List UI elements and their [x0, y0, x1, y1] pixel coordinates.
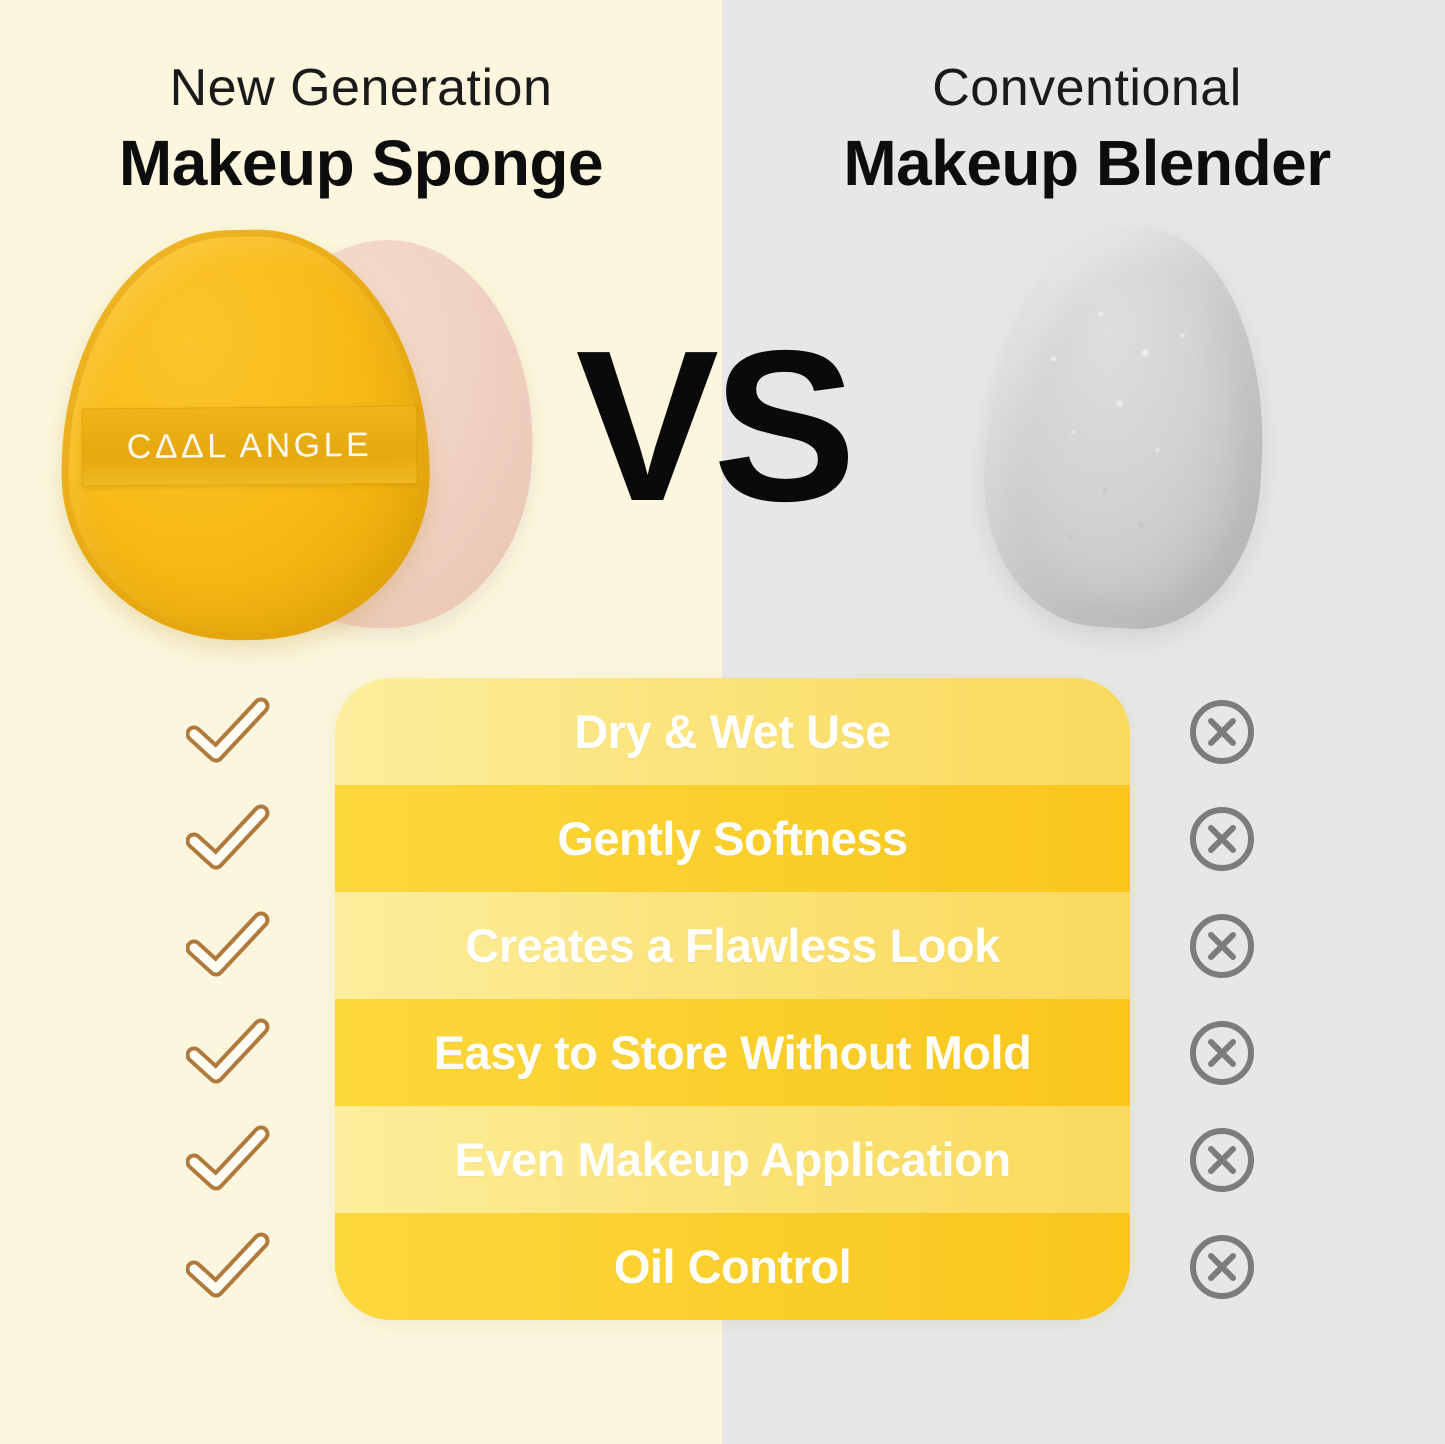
sponge-support-indicator: [168, 785, 288, 892]
feature-row: Oil Control: [335, 1213, 1130, 1320]
left-eyebrow-text: New Generation: [169, 59, 553, 117]
checkmark-glyph: [186, 697, 270, 762]
feature-row: Even Makeup Application: [335, 1106, 1130, 1213]
checkmark-glyph: [186, 1018, 270, 1083]
right-eyebrow-text: Conventional: [932, 59, 1242, 117]
sponge-check-column: [168, 678, 288, 1320]
cross-circle-glyph: [1190, 1127, 1254, 1192]
sponge-support-indicator: [168, 999, 288, 1106]
feature-label: Oil Control: [613, 1240, 852, 1293]
feature-row: Dry & Wet Use: [335, 678, 1130, 785]
checkmark-glyph: [186, 804, 270, 869]
sponge-brand-band: CΔΔL ANGLE: [81, 405, 418, 487]
feature-label: Easy to Store Without Mold: [433, 1026, 1032, 1079]
blender-support-indicator: [1162, 1213, 1282, 1320]
right-column-heading: Conventional Makeup Blender: [744, 62, 1430, 195]
checkmark-glyph: [186, 911, 270, 976]
feature-label: Dry & Wet Use: [574, 705, 891, 758]
cross-circle-glyph: [1190, 806, 1254, 871]
feature-comparison-card: Dry & Wet Use Gently Softness Creates a Fl…: [335, 678, 1130, 1320]
checkmark-glyph: [186, 1125, 270, 1190]
sponge-support-indicator: [168, 678, 288, 785]
feature-row: Creates a Flawless Look: [335, 892, 1130, 999]
left-title-text: Makeup Sponge: [118, 127, 604, 199]
checkmark-glyph: [186, 1232, 270, 1297]
left-column-heading: New Generation Makeup Sponge: [18, 62, 704, 195]
feature-row: Easy to Store Without Mold: [335, 999, 1130, 1106]
cross-circle-glyph: [1190, 699, 1254, 764]
blender-support-indicator: [1162, 678, 1282, 785]
versus-label: VS: [575, 305, 857, 546]
feature-label: Creates a Flawless Look: [465, 919, 1000, 972]
brand-label-text: CΔΔL ANGLE: [126, 425, 373, 466]
blender-support-indicator: [1162, 785, 1282, 892]
right-title-text: Makeup Blender: [843, 127, 1331, 199]
blender-support-indicator: [1162, 1106, 1282, 1213]
sponge-support-indicator: [168, 892, 288, 999]
blender-support-indicator: [1162, 999, 1282, 1106]
blender-cross-column: [1162, 678, 1282, 1320]
feature-label: Gently Softness: [557, 812, 908, 865]
sponge-support-indicator: [168, 1213, 288, 1320]
blender-support-indicator: [1162, 892, 1282, 999]
cross-circle-glyph: [1190, 1020, 1254, 1085]
makeup-sponge-product-image: CΔΔL ANGLE: [55, 222, 555, 652]
feature-label: Even Makeup Application: [454, 1133, 1011, 1186]
cross-circle-glyph: [1190, 1234, 1254, 1299]
sponge-support-indicator: [168, 1106, 288, 1213]
cross-circle-glyph: [1190, 913, 1254, 978]
feature-row: Gently Softness: [335, 785, 1130, 892]
